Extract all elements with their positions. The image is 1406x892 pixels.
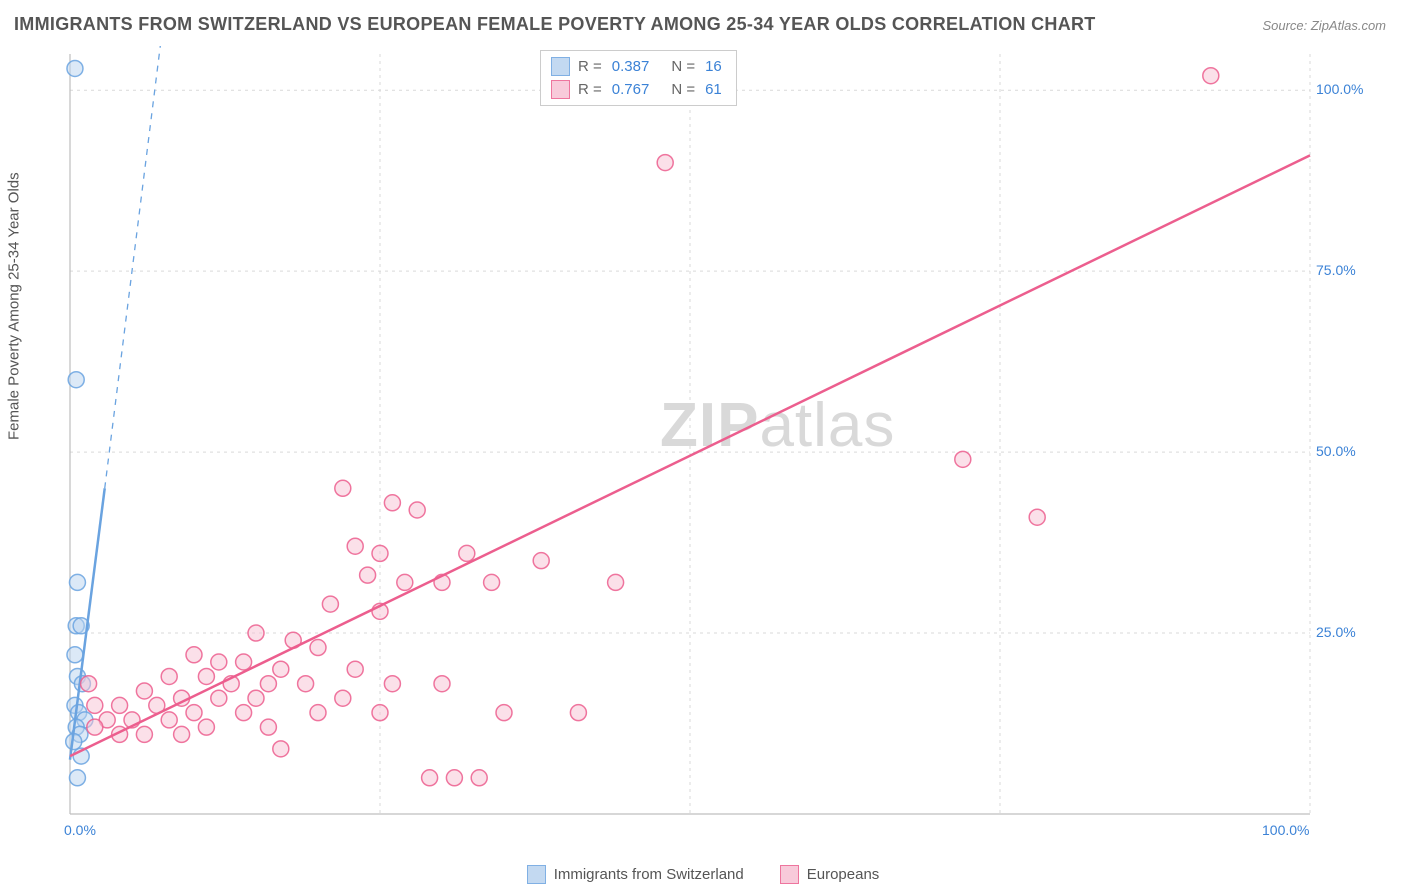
x-legend-label: Immigrants from Switzerland — [554, 866, 744, 883]
x-tick-label: 0.0% — [64, 822, 96, 838]
x-legend-item-swiss: Immigrants from Switzerland — [527, 865, 744, 884]
legend-row-swiss: R =0.387N =16 — [551, 55, 722, 78]
y-tick-label: 75.0% — [1316, 262, 1356, 278]
y-axis-label: Female Poverty Among 25-34 Year Olds — [6, 172, 23, 440]
x-tick-label: 100.0% — [1262, 822, 1309, 838]
scatter-plot — [58, 46, 1358, 846]
legend-swatch-icon — [780, 865, 799, 884]
legend-swatch-icon — [551, 57, 570, 76]
y-tick-label: 100.0% — [1316, 81, 1363, 97]
x-axis-legend: Immigrants from Switzerland Europeans — [0, 865, 1406, 884]
source-label: Source: ZipAtlas.com — [1262, 18, 1386, 33]
correlation-legend: R =0.387N =16R =0.767N =61 — [540, 50, 737, 106]
legend-row-euro: R =0.767N =61 — [551, 78, 722, 101]
y-tick-label: 25.0% — [1316, 624, 1356, 640]
chart-title: IMMIGRANTS FROM SWITZERLAND VS EUROPEAN … — [14, 14, 1096, 35]
y-tick-label: 50.0% — [1316, 443, 1356, 459]
x-legend-label: Europeans — [807, 866, 880, 883]
legend-swatch-icon — [551, 80, 570, 99]
x-legend-item-euro: Europeans — [780, 865, 880, 884]
legend-swatch-icon — [527, 865, 546, 884]
